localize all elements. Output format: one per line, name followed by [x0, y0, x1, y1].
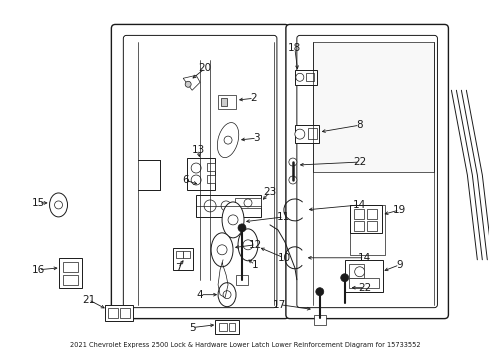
Bar — [207, 175, 215, 183]
Bar — [350, 205, 385, 255]
Text: 16: 16 — [32, 265, 45, 275]
Text: 18: 18 — [288, 43, 301, 53]
Circle shape — [224, 136, 232, 144]
Text: 20: 20 — [198, 63, 212, 73]
Bar — [219, 323, 227, 330]
Text: 9: 9 — [396, 260, 403, 270]
Circle shape — [244, 199, 252, 207]
Circle shape — [221, 201, 231, 211]
Bar — [215, 320, 239, 334]
Text: 10: 10 — [277, 253, 291, 263]
Bar — [176, 251, 183, 258]
Circle shape — [185, 81, 191, 87]
Ellipse shape — [222, 202, 244, 238]
Bar — [367, 221, 377, 231]
Ellipse shape — [218, 283, 236, 307]
Bar — [235, 198, 261, 208]
Bar — [350, 205, 382, 233]
Text: 21: 21 — [82, 294, 95, 305]
Bar — [187, 158, 215, 190]
Bar — [306, 73, 314, 81]
Bar — [314, 315, 326, 325]
Bar — [196, 195, 261, 217]
Bar — [236, 275, 248, 285]
Text: 2: 2 — [251, 93, 257, 103]
Bar — [345, 260, 383, 292]
Circle shape — [289, 176, 297, 184]
Circle shape — [355, 267, 365, 277]
Bar — [295, 125, 319, 143]
Text: 23: 23 — [263, 187, 276, 197]
FancyBboxPatch shape — [286, 24, 448, 319]
Bar — [221, 98, 227, 106]
Bar — [63, 275, 78, 285]
Text: 1: 1 — [252, 260, 258, 270]
Text: 12: 12 — [248, 240, 262, 250]
Text: 3: 3 — [254, 133, 260, 143]
Bar — [367, 209, 377, 219]
Text: 13: 13 — [192, 145, 205, 155]
Text: 4: 4 — [197, 290, 203, 300]
Text: 14: 14 — [353, 200, 367, 210]
Bar — [183, 251, 190, 258]
Bar — [105, 305, 133, 321]
Ellipse shape — [211, 233, 233, 267]
Circle shape — [228, 215, 238, 225]
Circle shape — [238, 224, 246, 232]
Circle shape — [296, 73, 304, 81]
Circle shape — [316, 288, 324, 296]
Bar — [313, 42, 435, 172]
Polygon shape — [183, 75, 200, 90]
Bar — [207, 163, 215, 171]
Circle shape — [341, 274, 349, 282]
Text: 5: 5 — [189, 323, 196, 333]
Text: 15: 15 — [32, 198, 45, 208]
Circle shape — [295, 129, 305, 139]
Text: 2021 Chevrolet Express 2500 Lock & Hardware Lower Latch Lower Reinforcement Diag: 2021 Chevrolet Express 2500 Lock & Hardw… — [70, 342, 420, 347]
Circle shape — [243, 240, 253, 250]
Text: 6: 6 — [182, 175, 189, 185]
Text: 22: 22 — [358, 283, 371, 293]
Bar — [229, 323, 235, 330]
FancyBboxPatch shape — [111, 24, 289, 319]
Circle shape — [223, 291, 231, 299]
Ellipse shape — [238, 229, 258, 261]
Bar — [349, 264, 364, 278]
Ellipse shape — [218, 123, 239, 158]
Ellipse shape — [49, 193, 68, 217]
Circle shape — [217, 245, 227, 255]
Bar — [173, 248, 193, 270]
Bar — [295, 70, 317, 85]
Circle shape — [204, 200, 216, 212]
Bar — [108, 308, 119, 318]
Bar — [63, 262, 78, 272]
Bar — [354, 221, 364, 231]
Text: 22: 22 — [353, 157, 367, 167]
Bar — [308, 128, 317, 139]
Text: 8: 8 — [356, 120, 363, 130]
Text: 14: 14 — [358, 253, 371, 263]
Circle shape — [289, 158, 297, 166]
Bar — [349, 278, 379, 288]
Circle shape — [54, 201, 63, 209]
Bar — [58, 258, 82, 288]
Circle shape — [191, 163, 201, 173]
Text: 11: 11 — [277, 212, 291, 222]
Circle shape — [191, 175, 201, 185]
Bar — [354, 209, 364, 219]
Text: 7: 7 — [175, 263, 181, 273]
Text: 17: 17 — [273, 300, 287, 310]
Bar — [121, 308, 130, 318]
Text: 19: 19 — [393, 205, 406, 215]
Bar — [218, 95, 236, 109]
